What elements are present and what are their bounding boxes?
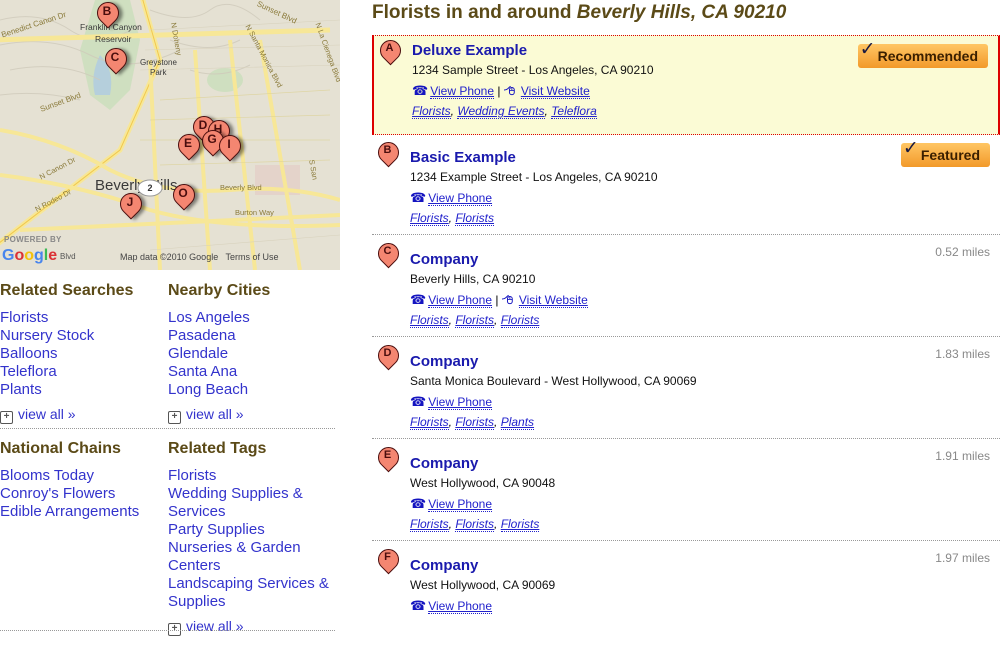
svg-text:Greystone: Greystone — [140, 58, 177, 67]
svg-text:Burton Way: Burton Way — [235, 208, 274, 217]
svg-text:2: 2 — [147, 183, 152, 193]
svg-text:Reservoir: Reservoir — [95, 34, 132, 44]
svg-text:Park: Park — [150, 68, 167, 77]
svg-text:Beverly Blvd: Beverly Blvd — [220, 183, 262, 192]
svg-text:Google: Google — [2, 247, 57, 264]
svg-text:Beverly Hills: Beverly Hills — [95, 177, 178, 194]
